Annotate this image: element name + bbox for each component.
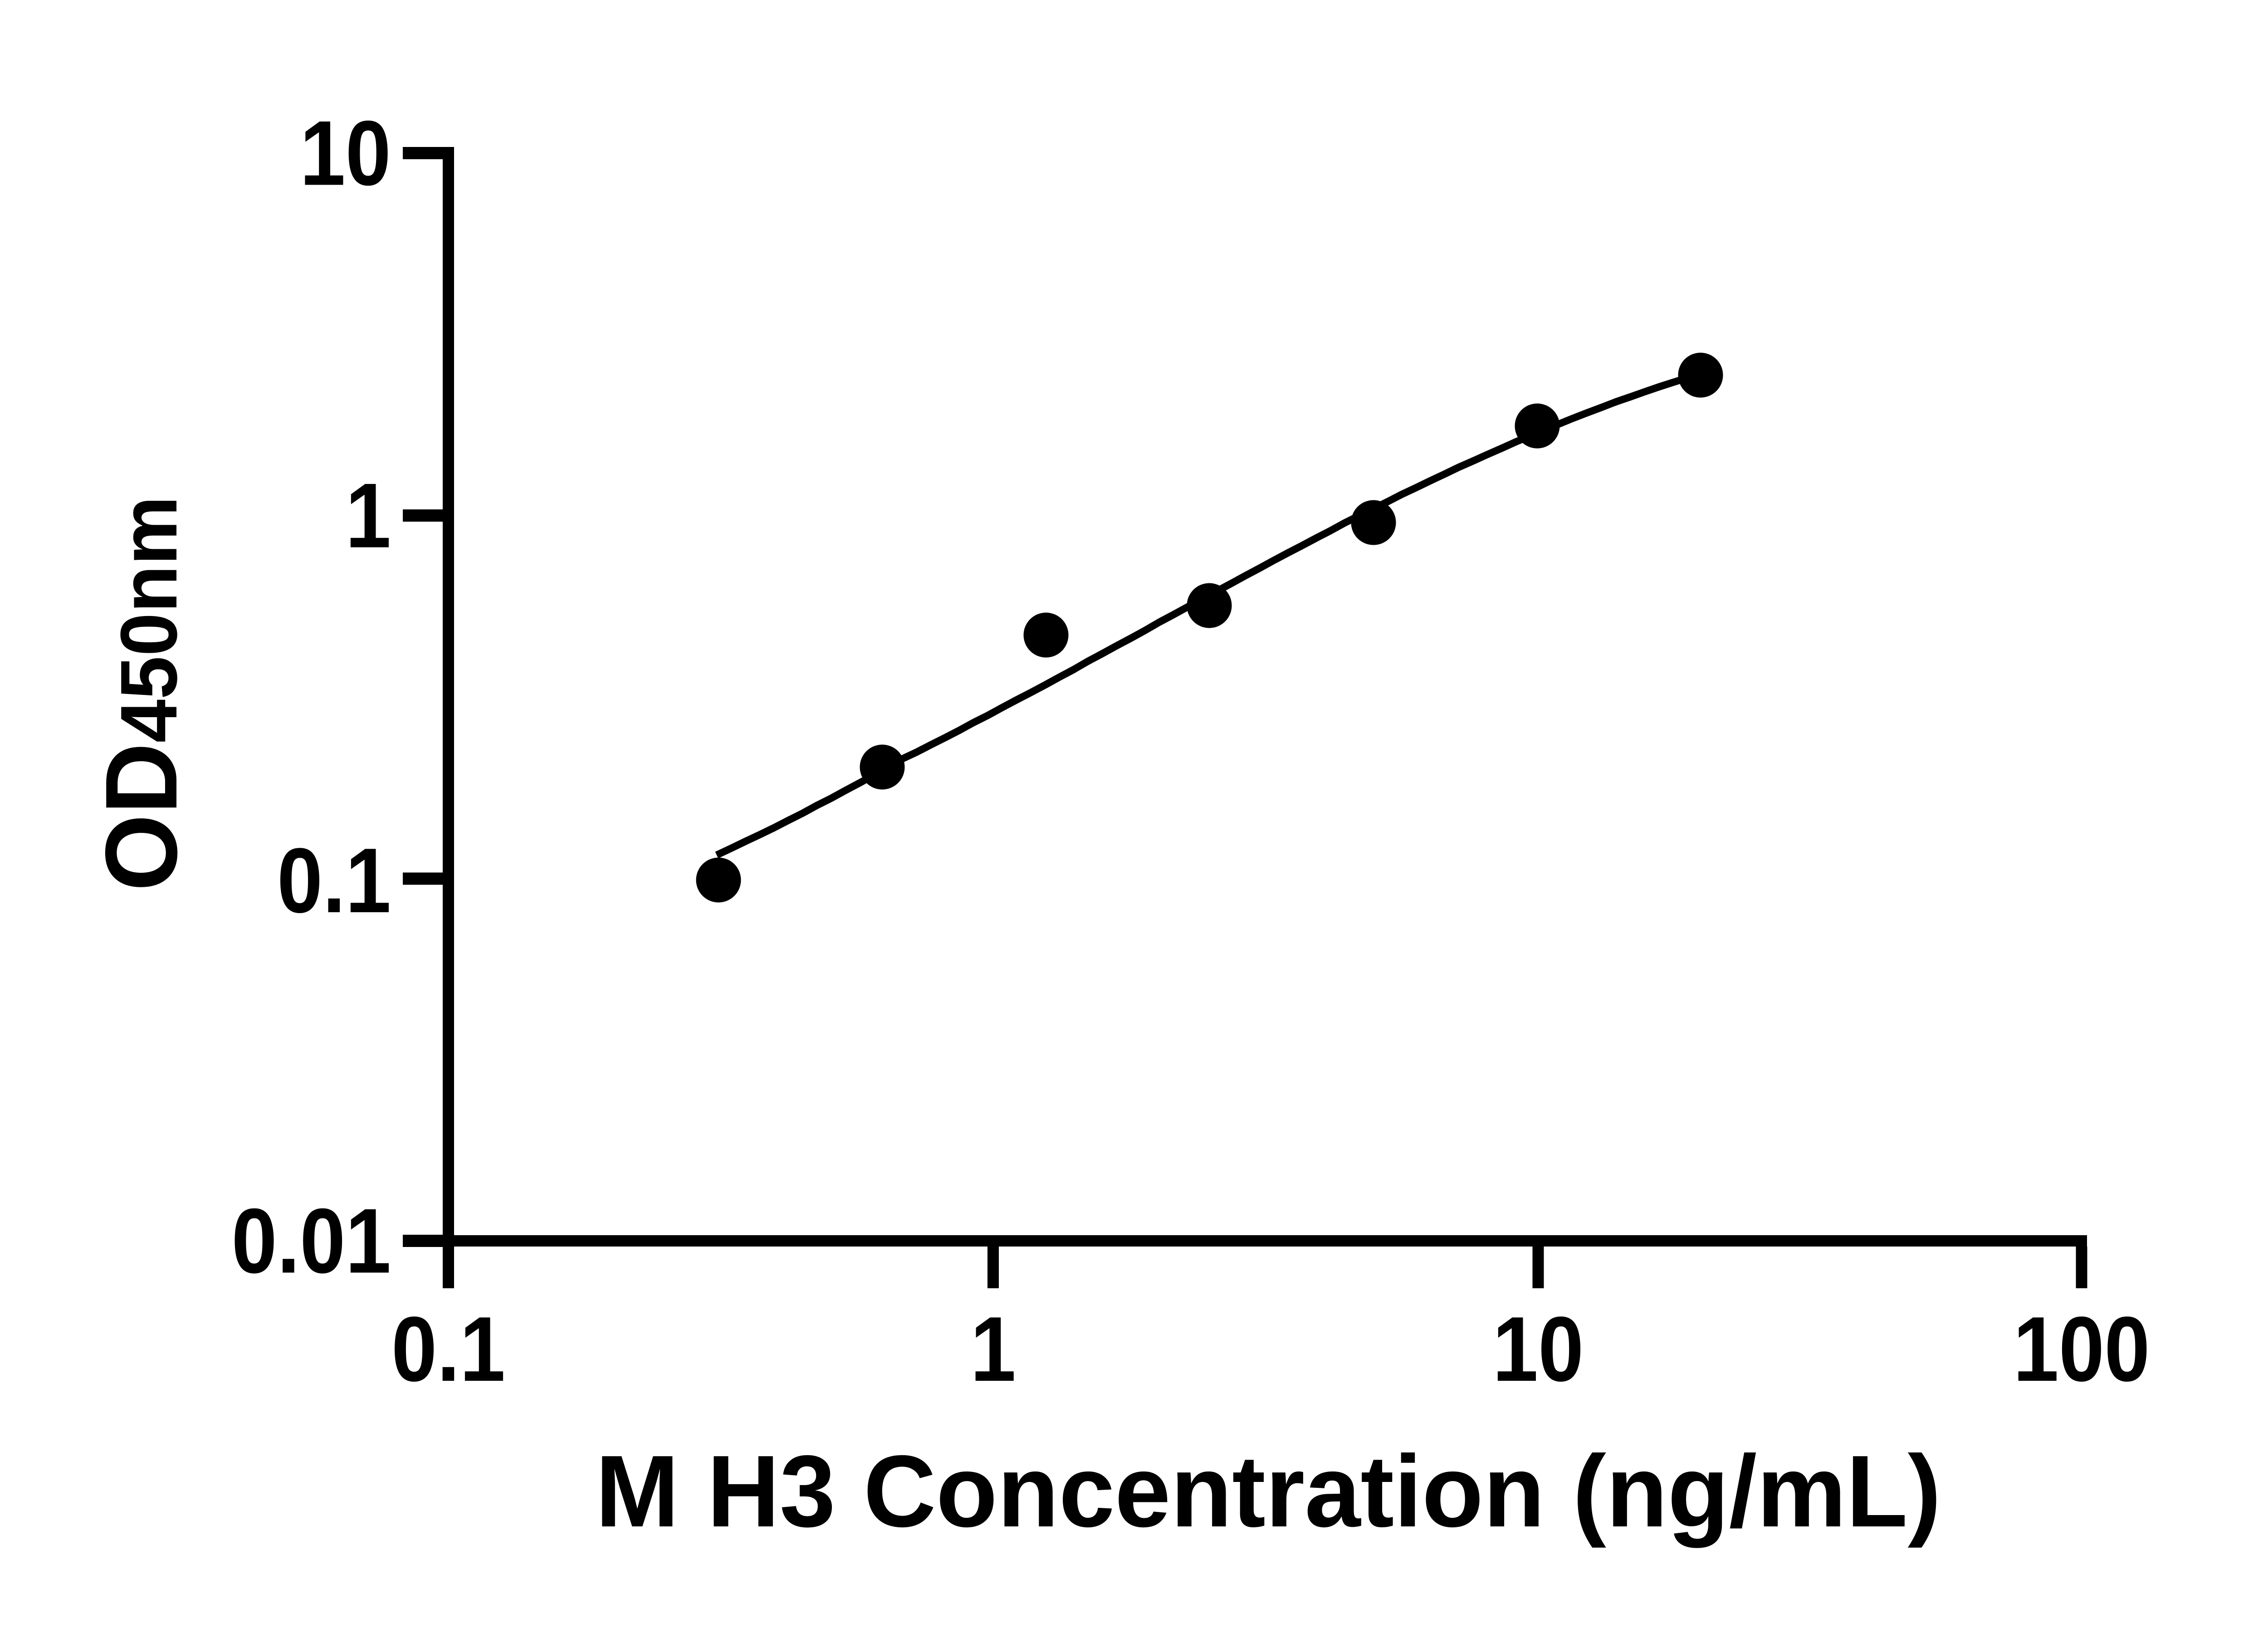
svg-text:0.1: 0.1 [277,829,391,932]
svg-text:0.01: 0.01 [231,1189,391,1292]
svg-text:10: 10 [300,102,391,205]
svg-text:10: 10 [1493,1297,1584,1400]
svg-text:1: 1 [346,464,391,567]
svg-text:M H3 Concentration (ng/mL): M H3 Concentration (ng/mL) [596,1434,1941,1548]
svg-text:0.1: 0.1 [391,1297,505,1400]
svg-text:100: 100 [2013,1297,2150,1400]
svg-text:1: 1 [970,1297,1016,1400]
